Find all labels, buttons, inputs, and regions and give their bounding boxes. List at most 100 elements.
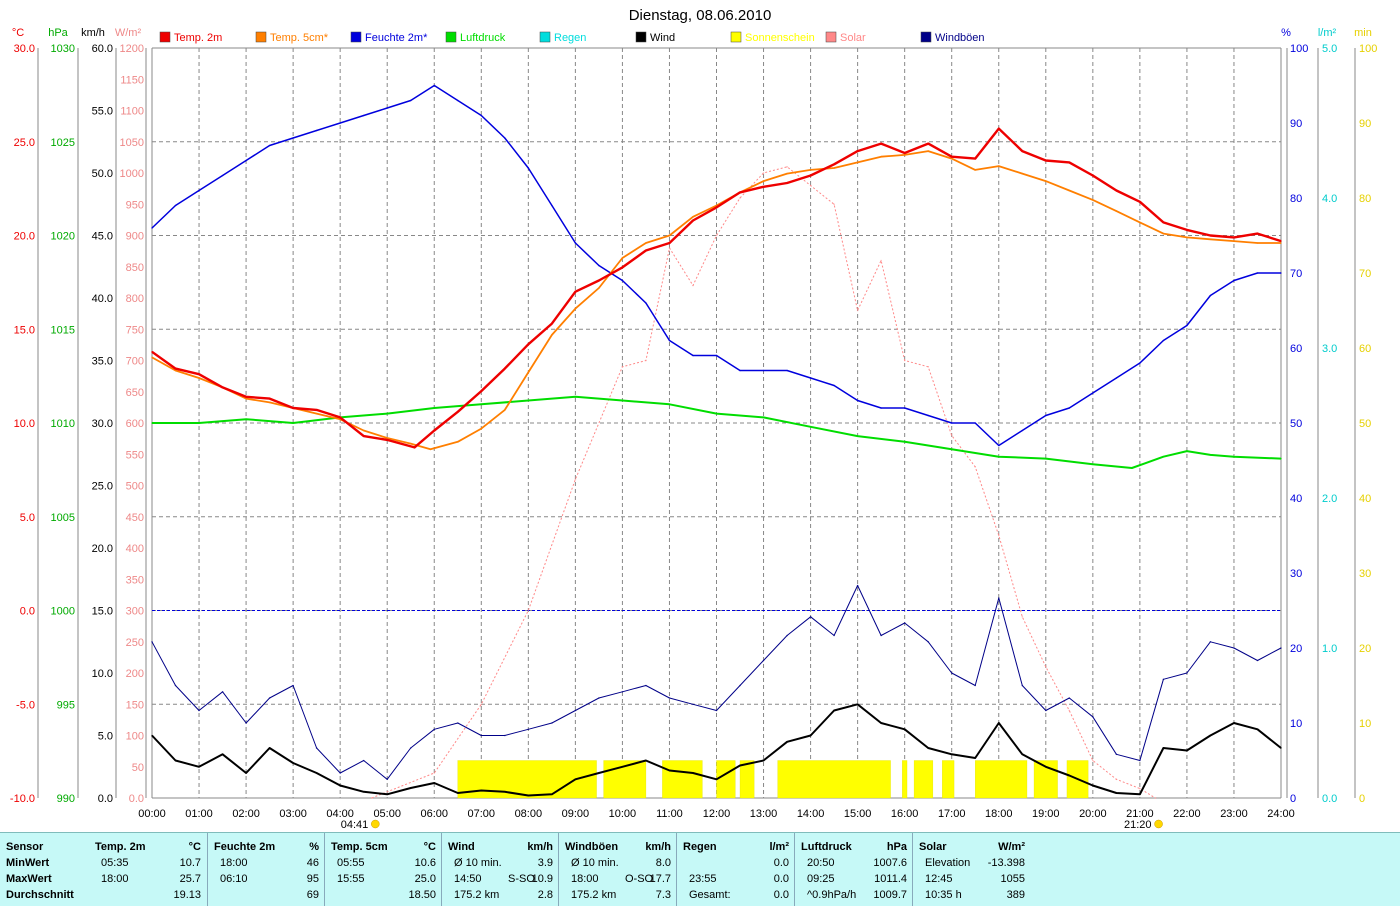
legend-label: Temp. 2m	[174, 32, 222, 44]
wm2-tick-label: 1200	[120, 43, 144, 55]
hpa-tick-label: 1030	[51, 43, 75, 55]
data-point-temp-5cm	[386, 437, 389, 439]
data-point-wind	[315, 772, 318, 774]
kmh-tick-label: 40.0	[92, 293, 113, 305]
time-tick-label: 09:00	[562, 808, 590, 820]
data-point-temp-5cm	[1068, 189, 1071, 192]
data-point-windb-en	[950, 672, 953, 674]
data-point-temp-5cm	[1139, 221, 1141, 224]
kmh-tick-label: 55.0	[92, 106, 113, 118]
data-point-windb-en	[574, 709, 577, 712]
data-point-windb-en	[221, 691, 224, 693]
data-point-temp-2m	[1233, 236, 1235, 239]
data-point-solar	[621, 366, 624, 368]
data-point-feuchte-2m	[268, 144, 271, 147]
data-point-luftdruck	[903, 441, 906, 443]
data-point-feuchte-2m	[668, 339, 671, 342]
data-point-temp-2m	[786, 182, 788, 184]
legend-swatch	[159, 31, 171, 43]
data-point-temp-5cm	[786, 172, 788, 175]
wm2-tick-label: 450	[126, 512, 144, 524]
stats-value: 0.0	[773, 889, 789, 901]
data-point-temp-5cm	[480, 427, 483, 430]
chart-title: Dienstag, 08.06.2010	[629, 7, 772, 24]
data-point-windb-en	[998, 597, 1000, 599]
kmh-tick-label: 5.0	[98, 731, 113, 743]
wm2-tick-label: 950	[126, 199, 144, 211]
data-point-temp-2m	[1186, 229, 1188, 231]
data-point-windb-en	[739, 684, 741, 687]
wm2-tick-label: 900	[126, 231, 144, 243]
stats-time: 06:10	[220, 873, 248, 885]
data-point-temp-5cm	[198, 377, 200, 379]
data-point-temp-2m	[574, 290, 577, 293]
data-point-wind	[1021, 753, 1024, 756]
data-point-windb-en	[1115, 753, 1118, 756]
wm2-tick-label: 400	[126, 543, 144, 555]
data-point-temp-5cm	[856, 161, 859, 164]
data-point-temp-5cm	[315, 412, 318, 415]
data-point-solar	[480, 703, 483, 706]
stats-section-title: Regen	[683, 841, 717, 853]
sun-rise-icon	[371, 819, 380, 829]
data-point-wind	[715, 778, 718, 781]
kmh-tick-label: 20.0	[92, 543, 113, 555]
data-point-solar	[880, 259, 882, 262]
stats-time: Elevation	[925, 857, 971, 869]
data-point-temp-5cm	[1209, 238, 1212, 241]
stats-section-title: Wind	[448, 841, 475, 853]
stats-section: Luftdruck hPa 20:50 1007.6 09:25 1011.4 ^0.9hP…	[794, 833, 913, 906]
data-point-wind	[833, 709, 835, 712]
data-point-temp-2m	[833, 163, 835, 166]
time-tick-label: 02:00	[232, 808, 260, 820]
data-point-windb-en	[551, 722, 553, 724]
data-point-windb-en	[762, 659, 765, 662]
stats-section-title: Luftdruck	[801, 841, 852, 853]
temp-tick-label: 20.0	[14, 231, 35, 243]
data-point-luftdruck	[998, 455, 1000, 458]
stats-time: 175.2 km	[571, 889, 617, 901]
data-point-luftdruck	[809, 426, 812, 428]
data-point-feuchte-2m	[621, 279, 624, 282]
min-tick-label: 40	[1359, 493, 1371, 505]
kmh-tick-label: 30.0	[92, 418, 113, 430]
time-tick-label: 00:00	[138, 808, 166, 820]
pct-tick-label: 0	[1290, 793, 1296, 805]
hpa-tick-label: 1010	[51, 418, 75, 430]
stats-time: 20:50	[807, 857, 835, 869]
data-point-temp-2m	[880, 142, 882, 145]
data-point-feuchte-2m	[833, 384, 835, 387]
data-point-temp-5cm	[668, 234, 671, 237]
stats-value: 0.0	[773, 873, 789, 885]
data-point-temp-2m	[1256, 232, 1259, 235]
data-point-temp-5cm	[527, 371, 530, 374]
stats-value: 1011.4	[874, 873, 907, 885]
sunshine-bar	[902, 760, 908, 799]
row-label-avg: Durchschnitt	[6, 889, 74, 901]
data-point-windb-en	[1139, 759, 1141, 762]
data-point-feuchte-2m	[762, 369, 765, 372]
data-point-feuchte-2m	[1233, 279, 1235, 282]
data-point-wind	[268, 747, 271, 749]
data-point-luftdruck	[480, 403, 483, 406]
data-point-temp-5cm	[457, 441, 459, 443]
data-point-temp-2m	[1115, 189, 1118, 192]
kmh-tick-label: 50.0	[92, 168, 113, 180]
data-point-feuchte-2m	[339, 122, 342, 124]
time-tick-label: 15:00	[844, 808, 872, 820]
data-point-windb-en	[409, 747, 412, 749]
data-point-temp-2m	[268, 397, 271, 400]
time-tick-label: 14:00	[797, 808, 825, 820]
lm2-tick-label: 4.0	[1322, 193, 1337, 205]
data-point-temp-2m	[1092, 174, 1094, 177]
data-point-temp-5cm	[1280, 242, 1282, 244]
min-tick-label: 50	[1359, 418, 1371, 430]
data-point-wind	[739, 764, 741, 767]
data-point-temp-5cm	[809, 169, 812, 171]
data-point-windb-en	[1186, 672, 1188, 674]
data-point-temp-2m	[1209, 234, 1212, 237]
data-point-wind	[645, 759, 647, 762]
wm2-tick-label: 650	[126, 387, 144, 399]
stats-section: Temp. 2m °C 05:35 10.7 18:00 25.7 19.13	[89, 833, 207, 906]
data-point-feuchte-2m	[598, 264, 600, 267]
